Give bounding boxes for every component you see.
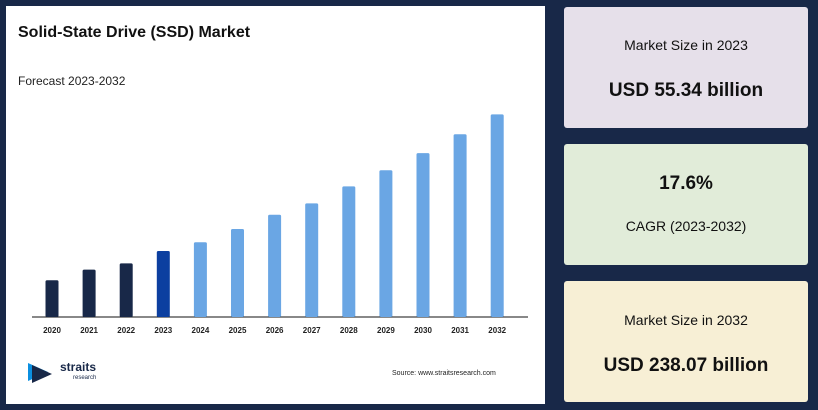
logo-subtitle: research <box>73 375 97 381</box>
x-tick-label-2022: 2022 <box>117 326 135 335</box>
market-size-2023-card: Market Size in 2023 USD 55.34 billion <box>564 7 808 128</box>
chart-panel: Solid-State Drive (SSD) Market Forecast … <box>6 6 545 404</box>
x-tick-label-2029: 2029 <box>377 326 395 335</box>
x-tick-label-2027: 2027 <box>303 326 321 335</box>
x-tick-label-2020: 2020 <box>43 326 61 335</box>
bar-2025 <box>231 228 244 317</box>
x-tick-label-2028: 2028 <box>340 326 358 335</box>
bar-chart: 2020 2021 2022 2023 2024 2025 2026 2027 2028 2029… <box>32 114 528 335</box>
chart-subtitle: Forecast 2023-2032 <box>18 74 126 88</box>
card-label: CAGR (2023-2032) <box>625 218 747 234</box>
straits-logo-icon <box>28 363 52 383</box>
x-tick-label-2021: 2021 <box>80 326 98 335</box>
card-value: USD 238.07 billion <box>603 355 769 376</box>
bar-2027 <box>305 203 319 317</box>
bar-2023 <box>156 251 170 317</box>
bar-2021 <box>82 269 96 317</box>
x-tick-label-2032: 2032 <box>488 326 506 335</box>
card-value: USD 55.34 billion <box>608 80 764 101</box>
card-value: 17.6% <box>659 173 713 194</box>
x-tick-label-2023: 2023 <box>154 326 172 335</box>
x-tick-label-2024: 2024 <box>192 326 210 335</box>
x-tick-label-2031: 2031 <box>451 326 469 335</box>
source-text: Source: www.straitsresearch.com <box>392 370 496 377</box>
x-tick-label-2030: 2030 <box>414 326 432 335</box>
bar-2028 <box>342 186 356 317</box>
market-size-2032-card: Market Size in 2032 USD 238.07 billion <box>564 281 808 402</box>
bar-2020 <box>45 280 59 317</box>
x-tick-label-2026: 2026 <box>266 326 284 335</box>
card-label: Market Size in 2023 <box>624 37 748 53</box>
x-tick-label-2025: 2025 <box>229 326 247 335</box>
bar-2031 <box>453 134 467 317</box>
logo-name: straits <box>60 360 97 374</box>
bar-2029 <box>379 170 393 317</box>
bar-2024 <box>193 242 207 317</box>
bar-2032 <box>490 114 504 317</box>
bar-2026 <box>268 214 282 317</box>
bar-2022 <box>119 263 133 317</box>
bar-2030 <box>416 153 430 317</box>
card-label: Market Size in 2032 <box>624 312 748 328</box>
cagr-card: 17.6% CAGR (2023-2032) <box>564 144 808 265</box>
chart-title: Solid-State Drive (SSD) Market <box>18 24 251 41</box>
